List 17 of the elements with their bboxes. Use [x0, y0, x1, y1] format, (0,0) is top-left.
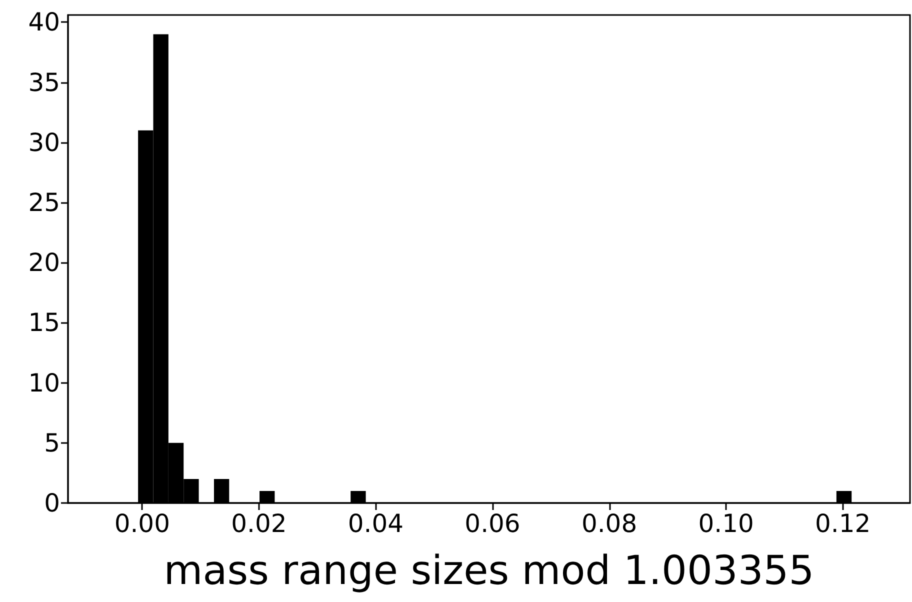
y-tick-label: 25	[28, 188, 60, 218]
x-tick-label: 0.06	[464, 509, 520, 538]
x-axis-title: mass range sizes mod 1.003355	[164, 548, 814, 594]
y-tick-label: 35	[28, 68, 60, 97]
y-tick-label: 30	[28, 128, 60, 157]
y-tick-label: 10	[28, 368, 60, 398]
y-tick-label: 15	[28, 308, 60, 338]
x-tick-label: 0.12	[815, 509, 871, 538]
y-tick-label: 5	[44, 428, 60, 458]
y-tick-label: 20	[28, 248, 60, 278]
x-tick-label: 0.02	[231, 509, 287, 538]
y-tick-label: 0	[44, 488, 60, 518]
y-tick-label: 40	[28, 8, 60, 37]
x-tick-label: 0.10	[698, 509, 754, 538]
x-tick-label: 0.04	[348, 509, 404, 538]
x-tick-label: 0.00	[114, 509, 170, 538]
x-tick-label: 0.08	[581, 509, 638, 538]
